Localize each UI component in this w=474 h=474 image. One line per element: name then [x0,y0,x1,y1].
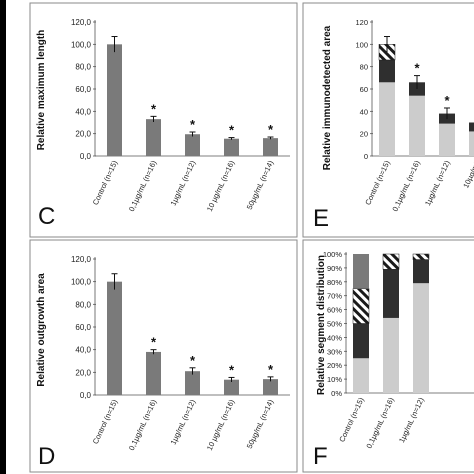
bar-segment [353,323,369,359]
bar [185,134,200,156]
y-axis-title: Relative outgrowth area [36,273,47,387]
bar-segment [379,82,395,156]
y-tick-label: 120,0 [71,255,92,264]
y-tick-label: 80,0 [75,300,91,309]
y-tick-label: 70% [327,292,342,301]
bar-segment [469,122,474,132]
y-tick-label: 20,0 [75,368,91,377]
y-tick-label: 50% [327,320,342,329]
bar [146,351,161,395]
y-tick-label: 100,0 [71,278,92,287]
y-tick-label: 90% [327,264,342,273]
bar-segment [353,254,369,289]
bar-segment [413,283,429,393]
panel-frame [29,2,298,238]
significance-mark: * [190,353,196,368]
y-tick-label: 0,0 [80,152,92,161]
left-dark-strip [0,0,6,474]
panel-d: Relative outgrowth area 0,0 20,0 40,0 60,0 8… [29,239,298,473]
panel-e: Relative immunodetected area 0 20 40 60 80 10… [302,2,474,238]
y-tick-label: 100 [355,40,368,49]
bar [107,44,122,157]
significance-mark: * [444,93,450,108]
y-tick-label: 100,0 [71,40,92,49]
y-tick-label: 80% [327,278,342,287]
y-axis-title: Relative immunodetected area [322,25,333,170]
bar [263,379,278,395]
y-tick-label: 60% [327,306,342,315]
y-tick-label: 40,0 [75,346,91,355]
significance-mark: * [414,61,420,76]
bar-segment [383,269,399,318]
panel-letter: E [313,205,329,232]
bar-segment [382,253,400,270]
bar-segment [413,259,429,284]
bar [224,138,239,156]
bar-segment [469,131,474,156]
bar-segment [352,288,370,324]
bar-segment [379,59,395,83]
y-tick-label: 100% [323,250,343,259]
y-tick-label: 40,0 [75,107,91,116]
y-tick-label: 80,0 [75,63,91,72]
y-tick-label: 20 [360,130,368,139]
bar [107,281,122,395]
y-tick-label: 20,0 [75,130,91,139]
y-tick-label: 60 [360,85,368,94]
panel-f: Relative segment distribution 0% 10% 20% 30… [302,239,474,473]
y-tick-label: 30% [327,347,342,356]
significance-mark: * [229,123,235,138]
y-axis-title: Relative maximum length [36,30,47,151]
bar [185,371,200,395]
panel-c: Relative maximum length 0,0 20,0 40,0 60,0 8… [29,2,298,238]
y-tick-label: 60,0 [75,323,91,332]
y-tick-label: 40% [327,333,342,342]
panel-letter: F [313,443,328,470]
panel-letter: C [38,203,55,230]
bar-segment [439,123,455,156]
y-tick-label: 0% [331,389,342,398]
panel-letter: D [38,443,55,470]
significance-mark: * [268,362,274,377]
y-tick-label: 120 [355,18,368,27]
bar [263,138,278,156]
y-tick-label: 0,0 [80,391,92,400]
bar [224,379,239,395]
bar-segment [383,317,399,393]
significance-mark: * [268,122,274,137]
bar-segment [409,95,425,156]
significance-mark: * [151,101,157,116]
y-tick-label: 0 [364,152,368,161]
bar-segment [412,253,430,260]
y-tick-label: 120,0 [71,18,92,27]
y-tick-label: 40 [360,107,368,116]
y-axis-title: Relative segment distribution [316,255,327,395]
y-tick-label: 80 [360,63,368,72]
panel-frame [29,239,298,473]
y-tick-label: 10% [327,375,342,384]
significance-mark: * [229,362,235,377]
significance-mark: * [151,335,157,350]
significance-mark: * [190,117,196,132]
bar [146,119,161,156]
bar-segment [353,358,369,393]
y-tick-label: 20% [327,361,342,370]
y-tick-label: 60,0 [75,85,91,94]
